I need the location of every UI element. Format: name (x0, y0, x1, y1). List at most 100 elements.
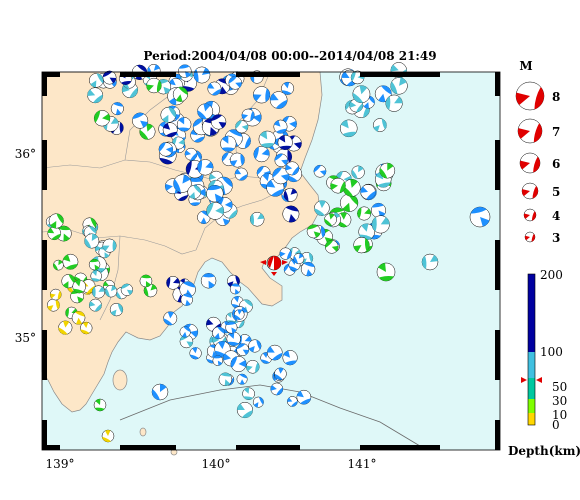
depth-tick-30: 30 (552, 394, 567, 408)
beach-ball (91, 285, 106, 299)
lon-label-140: 140° (202, 457, 231, 471)
map-frame (41, 71, 501, 451)
beach-ball (285, 161, 300, 176)
beach-ball (151, 383, 169, 401)
depth-band-60-100 (528, 352, 535, 378)
beach-ball (385, 94, 403, 112)
lon-label-139: 139° (46, 457, 75, 471)
beach-ball (206, 202, 225, 220)
map-title: Period:2004/04/08 00:00--2014/04/08 21:4… (143, 49, 436, 63)
beach-ball (379, 162, 396, 179)
magnitude-legend: M 8 7 6 5 4 3 (515, 59, 560, 245)
beach-ball (340, 119, 358, 138)
depth-band-0-10 (528, 413, 535, 425)
beach-ball (296, 389, 312, 405)
beach-ball (258, 130, 276, 148)
depth-tick-0: 0 (552, 418, 560, 432)
magnitude-legend-label: 6 (552, 157, 560, 171)
mainshock-marker (260, 255, 288, 276)
beach-ball (242, 387, 255, 401)
lat-label-36: 36° (15, 147, 36, 161)
beach-ball (109, 302, 124, 317)
beach-ball (330, 177, 346, 194)
beach-ball (372, 118, 387, 133)
magnitude-legend-label: 3 (552, 231, 560, 245)
beach-ball (180, 293, 193, 306)
magnitude-legend-label: 7 (552, 125, 560, 139)
beach-ball (88, 258, 101, 271)
beach-ball (187, 185, 202, 199)
beach-ball (266, 344, 283, 361)
magnitude-legend-title: M (519, 59, 532, 73)
beach-ball (197, 103, 214, 120)
beach-ball (172, 86, 189, 102)
beach-ball (313, 164, 327, 178)
beach-ball (282, 205, 300, 223)
beach-ball (48, 213, 64, 229)
beach-ball (324, 240, 339, 254)
beach-ball (270, 382, 284, 396)
beach-ball (281, 81, 295, 95)
beach-ball (293, 253, 305, 265)
beach-ball (253, 86, 271, 104)
beach-ball (72, 279, 87, 294)
magnitude-legend-ball (517, 118, 543, 144)
beach-ball (229, 283, 241, 295)
beach-ball (272, 167, 290, 185)
beach-ball (236, 343, 250, 356)
beach-ball (225, 321, 238, 334)
beach-ball (146, 77, 162, 94)
beach-ball (110, 102, 124, 116)
beach-ball (101, 429, 115, 443)
beach-ball (374, 85, 392, 103)
beach-ball (353, 236, 370, 254)
beach-ball (49, 288, 62, 301)
beach-ball (236, 402, 253, 419)
beach-ball (88, 298, 102, 312)
beach-ball (80, 321, 93, 335)
magnitude-legend-label: 4 (552, 209, 560, 223)
beach-ball (351, 165, 365, 179)
beach-ball (179, 326, 191, 338)
beach-ball (249, 211, 265, 227)
beach-ball (241, 108, 255, 122)
depth-scale: 200 100 50 30 10 0 Depth(km) (508, 268, 580, 458)
beach-ball (93, 398, 107, 412)
beach-ball (162, 122, 178, 138)
depth-band-30-60 (528, 378, 535, 399)
beach-ball (212, 326, 225, 340)
beach-ball (230, 356, 247, 372)
beach-ball (228, 76, 242, 90)
beach-ball (324, 213, 337, 226)
beach-ball (371, 215, 390, 234)
beach-ball (211, 114, 227, 130)
beach-ball (283, 187, 298, 202)
beach-ball (253, 146, 270, 163)
lon-label-141: 141° (348, 457, 377, 471)
beach-ball (376, 262, 396, 282)
focal-mechanisms (45, 62, 491, 443)
beach-ball (226, 331, 241, 347)
beach-ball (282, 350, 298, 366)
beach-ball (234, 167, 248, 181)
beach-ball (212, 355, 224, 366)
depth-marker (521, 377, 542, 383)
depth-tick-100: 100 (540, 345, 563, 359)
beach-ball (197, 159, 214, 176)
beach-ball (279, 247, 292, 260)
beach-ball (269, 91, 288, 109)
beach-ball (61, 274, 76, 289)
magnitude-legend-ball (521, 182, 539, 200)
beach-ball (245, 360, 260, 374)
beach-ball (102, 70, 117, 85)
magnitude-legend-ball (519, 152, 541, 174)
beach-ball (314, 200, 330, 216)
beach-ball (340, 193, 359, 212)
beach-ball (229, 152, 245, 168)
beach-ball (143, 283, 158, 298)
beach-ball (225, 312, 237, 324)
island (112, 369, 128, 391)
beach-ball (248, 339, 262, 353)
beach-ball (71, 310, 86, 325)
beach-ball (342, 179, 361, 197)
